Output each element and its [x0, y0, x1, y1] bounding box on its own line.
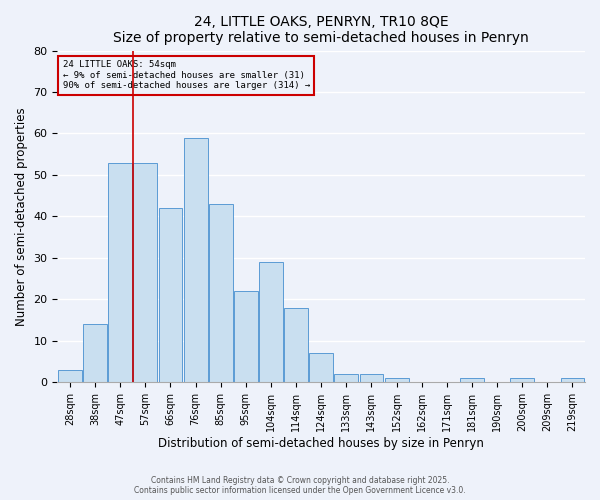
- Bar: [460, 378, 484, 382]
- Bar: [259, 262, 283, 382]
- Bar: [234, 291, 258, 382]
- Text: 24 LITTLE OAKS: 54sqm
← 9% of semi-detached houses are smaller (31)
90% of semi-: 24 LITTLE OAKS: 54sqm ← 9% of semi-detac…: [62, 60, 310, 90]
- Bar: [209, 204, 233, 382]
- Bar: [158, 208, 182, 382]
- Bar: [334, 374, 358, 382]
- Bar: [108, 162, 132, 382]
- Bar: [510, 378, 534, 382]
- Y-axis label: Number of semi-detached properties: Number of semi-detached properties: [15, 107, 28, 326]
- Bar: [359, 374, 383, 382]
- Bar: [83, 324, 107, 382]
- Bar: [58, 370, 82, 382]
- Bar: [284, 308, 308, 382]
- Bar: [309, 354, 333, 382]
- Title: 24, LITTLE OAKS, PENRYN, TR10 8QE
Size of property relative to semi-detached hou: 24, LITTLE OAKS, PENRYN, TR10 8QE Size o…: [113, 15, 529, 45]
- Bar: [184, 138, 208, 382]
- Text: Contains HM Land Registry data © Crown copyright and database right 2025.
Contai: Contains HM Land Registry data © Crown c…: [134, 476, 466, 495]
- Bar: [385, 378, 409, 382]
- X-axis label: Distribution of semi-detached houses by size in Penryn: Distribution of semi-detached houses by …: [158, 437, 484, 450]
- Bar: [133, 162, 157, 382]
- Bar: [560, 378, 584, 382]
